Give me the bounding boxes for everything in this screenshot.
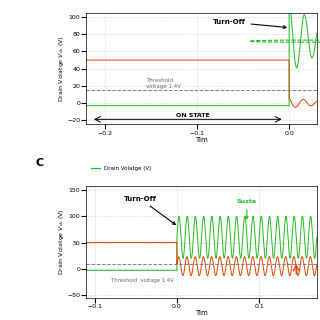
- Legend: Drain Volatge (V): Drain Volatge (V): [89, 164, 154, 173]
- X-axis label: Tim: Tim: [195, 137, 208, 143]
- X-axis label: Tim: Tim: [195, 310, 208, 316]
- Text: Threshold
voltage 1.4V: Threshold voltage 1.4V: [146, 78, 181, 89]
- Text: Turn-Off: Turn-Off: [124, 196, 175, 224]
- Y-axis label: Drain Volatge $V_{ds}$ (V): Drain Volatge $V_{ds}$ (V): [57, 35, 66, 102]
- Y-axis label: Drain Volatge $V_{ds}$ (V): Drain Volatge $V_{ds}$ (V): [57, 208, 66, 275]
- Text: Susta: Susta: [237, 199, 257, 219]
- Text: Threshold  voltage 1.4V: Threshold voltage 1.4V: [111, 278, 174, 283]
- Text: Turn-Off: Turn-Off: [213, 19, 286, 28]
- Text: ON STATE: ON STATE: [175, 113, 209, 118]
- Text: C: C: [36, 158, 44, 168]
